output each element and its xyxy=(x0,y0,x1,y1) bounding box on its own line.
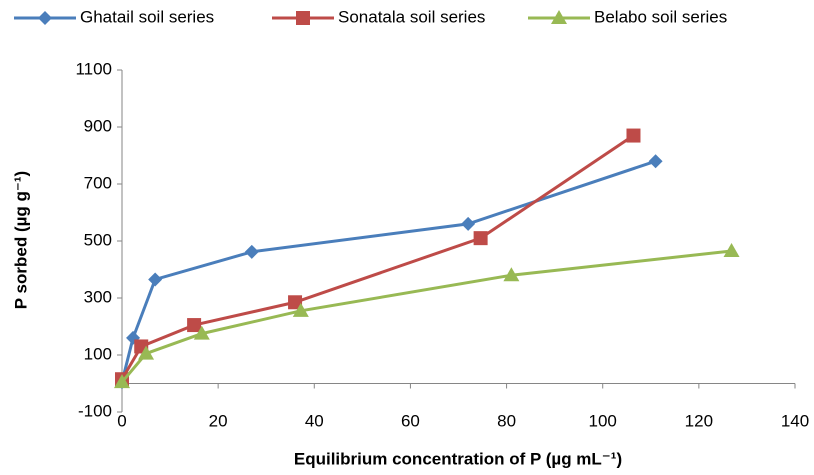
x-tick-label: 120 xyxy=(685,411,713,430)
y-tick-label: 1100 xyxy=(75,59,112,78)
series-line xyxy=(120,134,635,380)
y-tick-label: 700 xyxy=(84,173,112,192)
y-tick-label: 900 xyxy=(84,116,112,135)
marker xyxy=(461,216,476,231)
legend-label: Belabo soil series xyxy=(594,7,727,26)
legend-label: Sonatala soil series xyxy=(338,7,485,26)
marker xyxy=(138,345,155,360)
marker xyxy=(503,267,520,282)
x-tick-label: 60 xyxy=(401,411,420,430)
series-line xyxy=(120,159,657,383)
marker xyxy=(296,11,310,25)
marker xyxy=(292,302,309,317)
marker xyxy=(244,244,259,259)
marker xyxy=(473,231,488,246)
marker xyxy=(38,11,52,25)
y-tick-label: 100 xyxy=(84,344,112,363)
marker xyxy=(648,154,663,169)
x-tick-label: 0 xyxy=(117,411,126,430)
marker xyxy=(626,128,641,143)
marker xyxy=(288,295,303,310)
x-axis-title: Equilibrium concentration of P (µg mL⁻¹) xyxy=(294,449,622,468)
y-axis-title: P sorbed (µg g⁻¹) xyxy=(11,171,30,309)
x-tick-label: 80 xyxy=(497,411,516,430)
marker xyxy=(193,325,210,340)
y-tick-label: -100 xyxy=(78,401,112,420)
x-tick-label: 20 xyxy=(209,411,228,430)
legend-label: Ghatail soil series xyxy=(80,7,214,26)
marker xyxy=(148,272,163,287)
marker xyxy=(551,10,567,24)
marker xyxy=(114,374,130,389)
x-tick-label: 40 xyxy=(305,411,324,430)
marker xyxy=(187,318,202,333)
x-tick-label: 100 xyxy=(589,411,617,430)
x-tick-label: 140 xyxy=(781,411,809,430)
y-tick-label: 300 xyxy=(84,287,112,306)
series-line xyxy=(120,249,732,384)
marker xyxy=(723,242,740,257)
y-tick-label: 500 xyxy=(84,230,112,249)
